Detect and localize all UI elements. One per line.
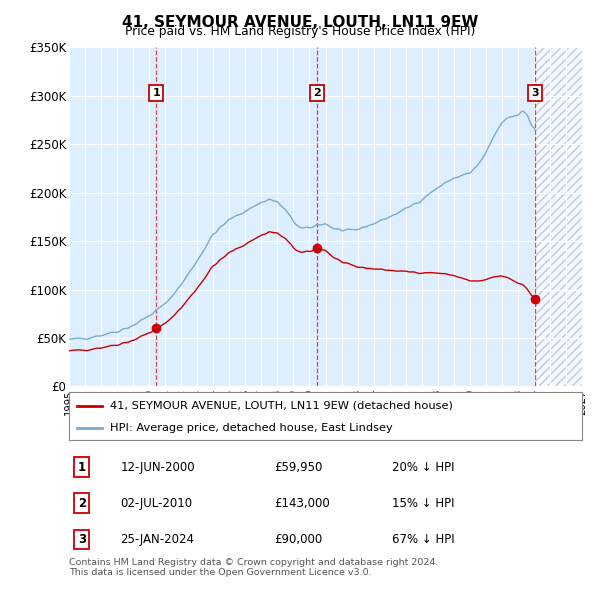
Text: 12-JUN-2000: 12-JUN-2000 (121, 461, 195, 474)
Text: 2: 2 (314, 88, 322, 98)
Text: £59,950: £59,950 (274, 461, 323, 474)
Text: 67% ↓ HPI: 67% ↓ HPI (392, 533, 455, 546)
Text: This data is licensed under the Open Government Licence v3.0.: This data is licensed under the Open Gov… (69, 568, 371, 576)
Text: Contains HM Land Registry data © Crown copyright and database right 2024.: Contains HM Land Registry data © Crown c… (69, 558, 439, 566)
Text: £90,000: £90,000 (274, 533, 322, 546)
Text: 02-JUL-2010: 02-JUL-2010 (121, 497, 193, 510)
Text: 2: 2 (78, 497, 86, 510)
Text: 41, SEYMOUR AVENUE, LOUTH, LN11 9EW: 41, SEYMOUR AVENUE, LOUTH, LN11 9EW (122, 15, 478, 30)
Text: 15% ↓ HPI: 15% ↓ HPI (392, 497, 455, 510)
Text: 20% ↓ HPI: 20% ↓ HPI (392, 461, 455, 474)
Text: HPI: Average price, detached house, East Lindsey: HPI: Average price, detached house, East… (110, 423, 393, 432)
Bar (535, 47, 582, 386)
Text: 1: 1 (152, 88, 160, 98)
Bar (535, 47, 582, 386)
Text: 25-JAN-2024: 25-JAN-2024 (121, 533, 194, 546)
Text: 1: 1 (78, 461, 86, 474)
Text: 41, SEYMOUR AVENUE, LOUTH, LN11 9EW (detached house): 41, SEYMOUR AVENUE, LOUTH, LN11 9EW (det… (110, 401, 453, 411)
Text: Price paid vs. HM Land Registry's House Price Index (HPI): Price paid vs. HM Land Registry's House … (125, 25, 475, 38)
Text: 3: 3 (531, 88, 539, 98)
Text: 3: 3 (78, 533, 86, 546)
Bar (535, 47, 582, 386)
Text: £143,000: £143,000 (274, 497, 330, 510)
